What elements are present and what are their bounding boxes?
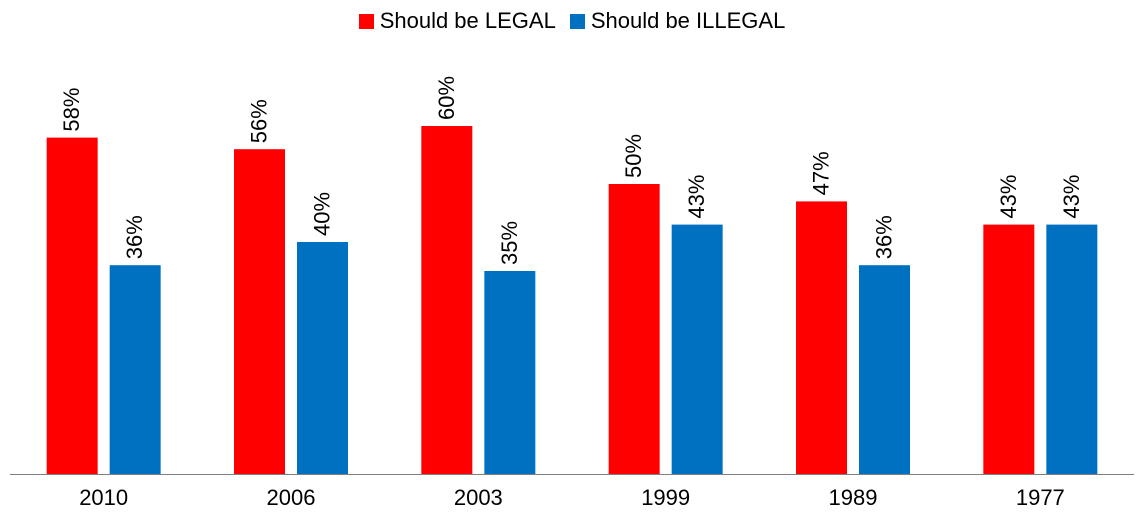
bar-legal-1989 (796, 201, 847, 474)
x-tick-label-1977: 1977 (1016, 485, 1065, 510)
bar-legal-2006 (234, 149, 285, 474)
x-tick-label-2010: 2010 (79, 485, 128, 510)
x-tick-label-2006: 2006 (267, 485, 316, 510)
bar-legal-1999 (608, 184, 660, 474)
data-label-legal-1999: 50% (621, 134, 646, 178)
x-tick-label-2003: 2003 (454, 485, 503, 510)
legend-item-illegal: Should be ILLEGAL (569, 8, 786, 34)
bar-illegal-1999 (671, 224, 723, 474)
data-label-illegal-1989: 36% (872, 215, 897, 259)
data-label-legal-1989: 47% (809, 151, 834, 195)
bar-illegal-2003 (484, 271, 536, 474)
bar-legal-1977 (983, 224, 1035, 474)
bar-illegal-1989 (859, 265, 910, 474)
data-label-illegal-2006: 40% (310, 192, 335, 236)
legend-swatch-legal (358, 13, 374, 29)
bar-illegal-2006 (297, 242, 348, 474)
data-label-legal-2003: 60% (434, 76, 459, 120)
legend-swatch-illegal (569, 13, 585, 29)
bar-legal-2003 (421, 126, 473, 474)
legend-item-legal: Should be LEGAL (358, 8, 556, 34)
bar-illegal-2010 (109, 265, 161, 474)
data-label-legal-2006: 56% (247, 99, 272, 143)
data-label-illegal-2003: 35% (497, 221, 522, 265)
chart-legend: Should be LEGAL Should be ILLEGAL (0, 6, 1144, 36)
data-label-illegal-2010: 36% (122, 215, 147, 259)
data-label-illegal-1977: 43% (1059, 175, 1084, 219)
x-tick-label-1999: 1999 (641, 485, 690, 510)
data-label-illegal-1999: 43% (684, 175, 709, 219)
legend-label-illegal: Should be ILLEGAL (590, 8, 786, 33)
data-label-legal-2010: 58% (59, 88, 84, 132)
data-label-legal-1977: 43% (996, 175, 1021, 219)
bar-illegal-1977 (1046, 224, 1098, 474)
bar-legal-2010 (46, 137, 98, 474)
x-tick-label-1989: 1989 (829, 485, 878, 510)
legend-label-legal: Should be LEGAL (379, 8, 556, 33)
